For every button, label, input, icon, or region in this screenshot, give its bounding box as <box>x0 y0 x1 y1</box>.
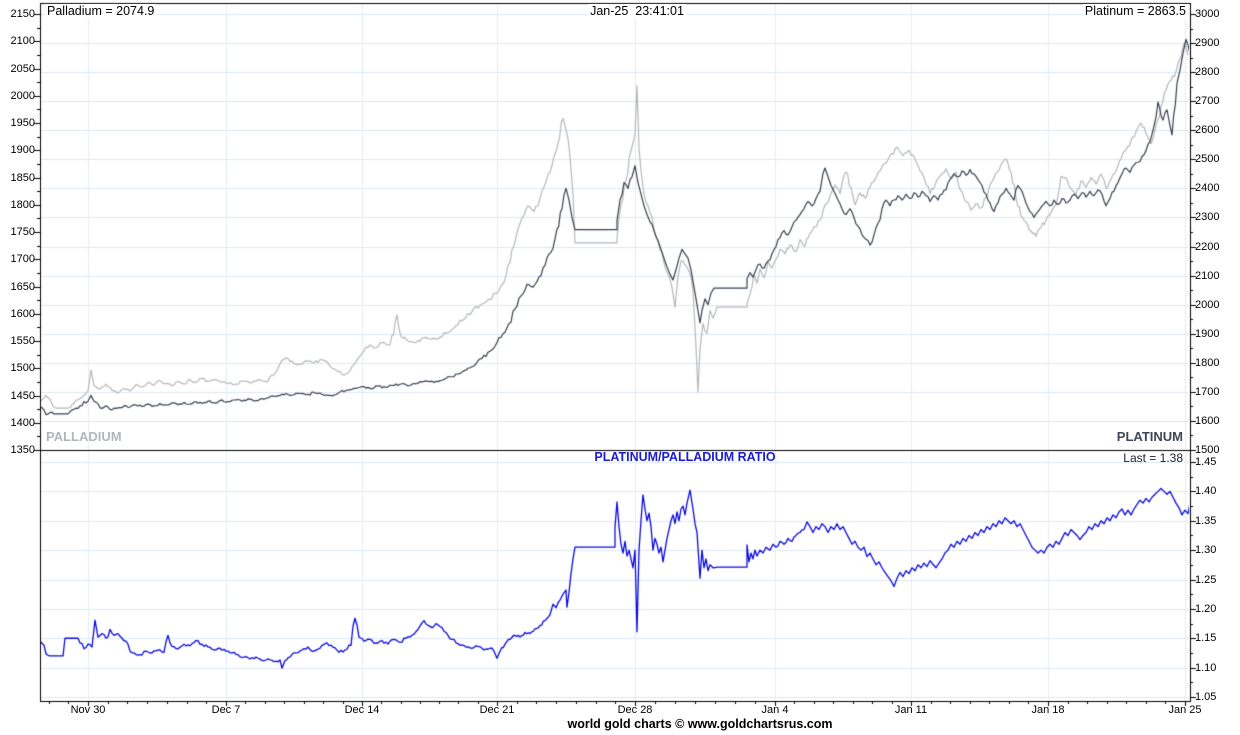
chart-canvas <box>0 0 1240 735</box>
price-ratio-chart: Palladium = 2074.9 Jan-25 23:41:01 Plati… <box>0 0 1240 735</box>
